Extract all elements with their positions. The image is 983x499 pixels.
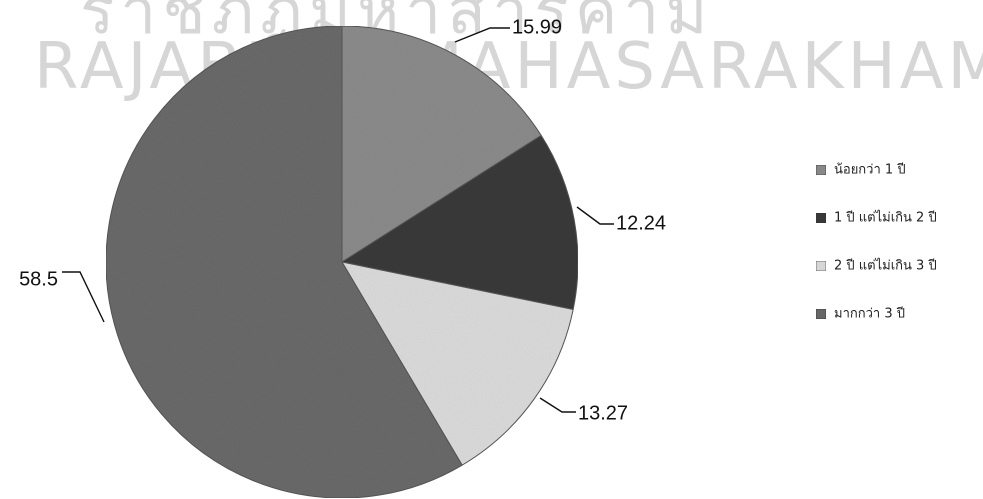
leader-line-2 xyxy=(576,206,614,225)
data-label-4: 58.5 xyxy=(19,268,58,290)
leader-line-4 xyxy=(62,271,105,323)
pie-slice-3 xyxy=(340,261,574,466)
data-label-1: 15.99 xyxy=(512,16,562,38)
legend-swatch-1 xyxy=(815,164,827,176)
legend-swatch-2 xyxy=(815,212,827,224)
pie-slice-2 xyxy=(340,134,579,311)
pie-slice-4 xyxy=(105,25,463,499)
leader-line-3 xyxy=(539,397,576,413)
legend-swatch-4 xyxy=(815,308,827,320)
legend-label-1: น้อยกว่า 1 ปี xyxy=(834,162,906,178)
legend-label-4: มากกว่า 3 ปี xyxy=(834,306,905,322)
legend-label-2: 1 ปี แต่ไม่เกิน 2 ปี xyxy=(834,210,937,226)
pie-slice-1 xyxy=(341,25,542,263)
data-label-3: 13.27 xyxy=(578,402,628,424)
legend-swatch-3 xyxy=(815,260,827,272)
leader-line-1 xyxy=(454,27,510,43)
leader-lines xyxy=(62,27,614,413)
data-labels: 15.99 12.24 13.27 58.5 xyxy=(19,16,666,424)
pie-slices xyxy=(105,25,579,499)
legend-label-3: 2 ปี แต่ไม่เกิน 3 ปี xyxy=(834,258,937,274)
legend: น้อยกว่า 1 ปี 1 ปี แต่ไม่เกิน 2 ปี 2 ปี แต… xyxy=(815,162,937,322)
data-label-2: 12.24 xyxy=(616,212,666,234)
